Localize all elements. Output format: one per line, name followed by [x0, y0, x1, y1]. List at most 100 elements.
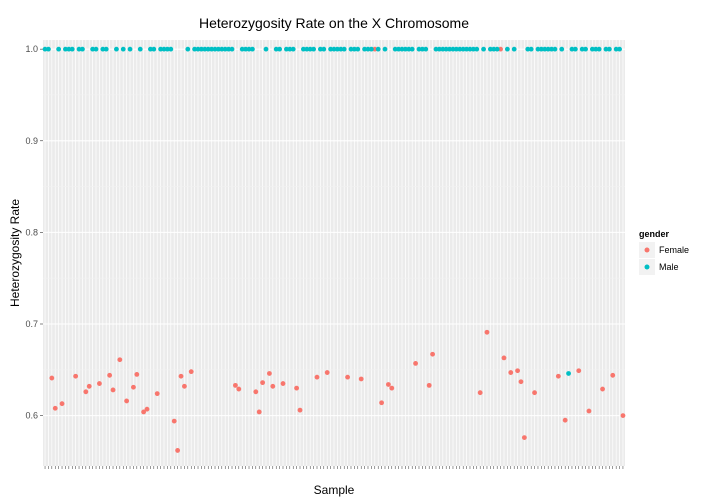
- point-male: [470, 46, 476, 52]
- point-female: [182, 383, 187, 389]
- point-male: [69, 46, 75, 52]
- legend-label-male: Male: [659, 262, 679, 272]
- point-male: [423, 46, 429, 52]
- x-axis-ticks: [44, 466, 624, 469]
- point-male: [318, 46, 323, 52]
- point-male: [338, 46, 344, 52]
- point-male: [579, 46, 585, 52]
- point-male: [277, 46, 283, 52]
- point-male: [120, 46, 126, 52]
- point-male: [229, 46, 235, 52]
- legend-swatch-male: [644, 264, 650, 270]
- point-male: [491, 46, 497, 52]
- point-female: [314, 374, 320, 380]
- point-male: [158, 46, 164, 52]
- point-male: [209, 46, 215, 52]
- point-female: [49, 375, 55, 381]
- point-female: [521, 435, 527, 440]
- y-axis-ticks: 0.6 0.7 0.8 0.9 1.0: [25, 44, 43, 421]
- point-female: [233, 382, 238, 388]
- point-female: [97, 381, 102, 386]
- point-male: [93, 46, 99, 52]
- point-male: [474, 46, 480, 52]
- point-male: [606, 46, 612, 52]
- point-male: [212, 46, 218, 52]
- point-male: [535, 46, 541, 52]
- point-male: [409, 46, 415, 52]
- point-male: [185, 46, 191, 52]
- point-female: [562, 417, 568, 423]
- chart-title: Heterozygosity Rate on the X Chromosome: [199, 15, 469, 31]
- point-female: [498, 46, 503, 52]
- point-male: [440, 46, 446, 52]
- legend: gender Female Male: [639, 229, 689, 275]
- point-female: [477, 390, 483, 396]
- point-male: [481, 46, 486, 52]
- point-female: [610, 372, 616, 378]
- point-female: [379, 400, 384, 406]
- point-male: [56, 46, 62, 52]
- point-male: [416, 46, 422, 52]
- point-male: [246, 46, 252, 52]
- point-male: [301, 46, 306, 52]
- point-female: [501, 355, 507, 361]
- point-male: [572, 46, 578, 52]
- point-female: [372, 46, 378, 52]
- point-female: [600, 386, 605, 392]
- point-female: [256, 409, 262, 415]
- point-female: [110, 387, 116, 393]
- point-female: [345, 374, 350, 380]
- point-male: [559, 46, 565, 52]
- point-male: [66, 46, 72, 52]
- point-male: [219, 46, 225, 52]
- y-tick-label: 0.9: [25, 136, 38, 146]
- point-female: [267, 371, 272, 376]
- point-male: [341, 46, 347, 52]
- point-male: [457, 46, 463, 52]
- point-female: [270, 383, 276, 389]
- point-male: [263, 46, 269, 52]
- point-female: [144, 406, 150, 412]
- point-female: [294, 385, 300, 391]
- point-female: [389, 385, 395, 391]
- point-female: [171, 418, 177, 424]
- point-male: [528, 46, 534, 52]
- point-female: [426, 382, 432, 388]
- point-male: [46, 46, 51, 52]
- point-male: [436, 46, 442, 52]
- point-female: [413, 360, 418, 366]
- point-male: [545, 46, 551, 52]
- point-male: [402, 46, 408, 52]
- point-female: [280, 381, 286, 386]
- point-female: [260, 380, 266, 386]
- y-tick-label: 0.6: [25, 411, 38, 421]
- point-male: [307, 46, 313, 52]
- point-male: [284, 46, 289, 52]
- point-male: [161, 46, 167, 52]
- point-male: [447, 46, 452, 52]
- point-male: [63, 46, 68, 52]
- x-gridlines: [44, 40, 624, 466]
- point-male: [304, 46, 310, 52]
- point-male: [199, 46, 204, 52]
- point-male: [216, 46, 221, 52]
- point-male: [453, 46, 459, 52]
- point-male: [127, 46, 133, 52]
- point-male: [593, 46, 599, 52]
- point-male: [406, 46, 412, 52]
- point-female: [586, 408, 592, 414]
- point-male: [603, 46, 609, 52]
- point-male: [311, 46, 317, 52]
- point-male: [80, 46, 85, 52]
- point-male: [321, 46, 327, 52]
- point-male: [460, 46, 466, 52]
- point-male: [287, 46, 293, 52]
- point-male: [382, 46, 388, 52]
- point-male: [351, 46, 357, 52]
- point-male: [148, 46, 153, 52]
- point-male: [348, 46, 354, 52]
- point-female: [141, 409, 147, 415]
- point-female: [83, 389, 89, 395]
- legend-swatch-female: [644, 247, 650, 253]
- point-male: [76, 46, 82, 52]
